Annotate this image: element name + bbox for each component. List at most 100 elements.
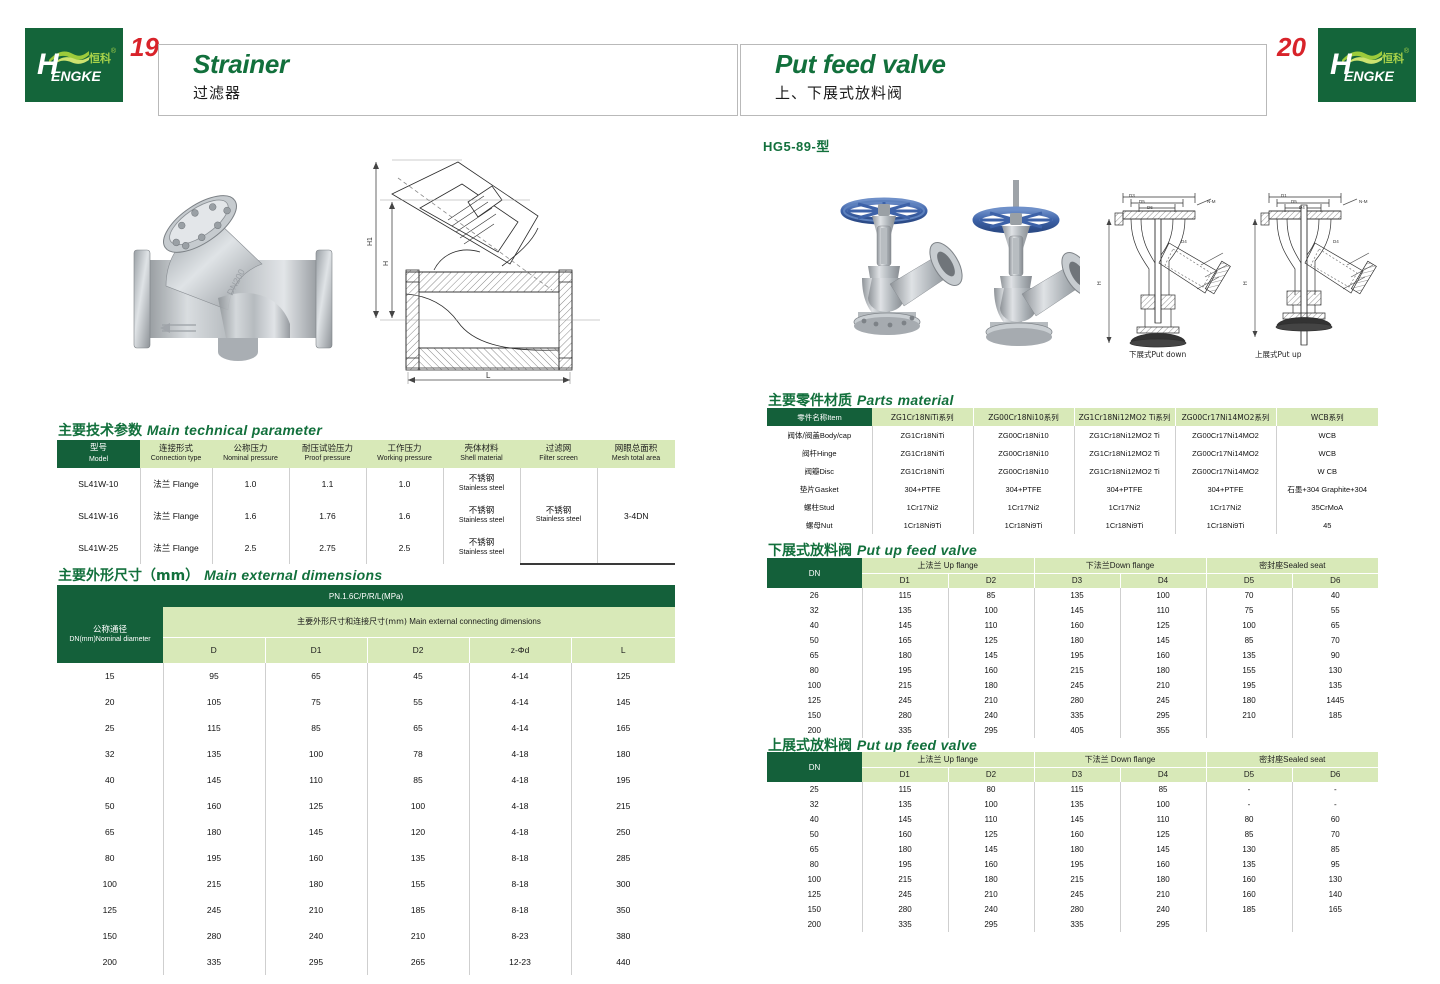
section-title-right-cn: 上、下展式放料阀 xyxy=(775,84,904,103)
th-series-5: WCB系列 xyxy=(1276,408,1378,426)
cell-dn: 80 xyxy=(767,857,863,872)
table-row: 125 245 210 280 245 180 1445 xyxy=(767,693,1379,708)
table-row: 80 195 160 135 8-18 285 xyxy=(57,845,676,871)
table-up-feed-valve: DN 上法兰 Up flange 下法兰 Down flange 密封座Seal… xyxy=(767,752,1379,932)
svg-text:D3: D3 xyxy=(1129,193,1135,198)
cell-model: SL41W-10 xyxy=(57,468,141,500)
cell-D5: - xyxy=(1206,797,1293,812)
cell-zd: 4-14 xyxy=(469,689,572,715)
cell-D2: 85 xyxy=(367,767,470,793)
cell-D3: 245 xyxy=(1034,887,1121,902)
cell-material-3: ZG1Cr18Ni12MO2 Ti xyxy=(1074,462,1176,480)
cell-filter-screen: 不锈钢 Stainless steel xyxy=(520,468,598,565)
th-group-sealed-seat: 密封座Sealed seat xyxy=(1206,558,1379,574)
heading-parts-material: 主要零件材质 Parts material xyxy=(768,390,954,410)
cell-D: 145 xyxy=(163,767,266,793)
cell-D3: 195 xyxy=(1034,857,1121,872)
cell-item: 螺母Nut xyxy=(767,516,873,534)
cell-D1: 145 xyxy=(862,812,949,827)
cell-material-4: ZG00Cr17Ni14MO2 xyxy=(1175,462,1277,480)
table-row: 50 160 125 100 4-18 215 xyxy=(57,793,676,819)
cell-D6: 1445 xyxy=(1292,693,1379,708)
cell-D4: 210 xyxy=(1120,887,1207,902)
table-row: SL41W-16 法兰 Flange 1.6 1.76 1.6 不锈钢 Stai… xyxy=(57,500,675,532)
cell-material-4: ZG00Cr17Ni14MO2 xyxy=(1175,426,1277,444)
th-dn: DN xyxy=(767,558,862,588)
th-nominal-pressure: 公称压力 Nominal pressure xyxy=(212,440,289,468)
table-group-header-row: DN 上法兰 Up flange 下法兰 Down flange 密封座Seal… xyxy=(767,752,1379,782)
heading-dfv-cn: 下展式放料阀 xyxy=(768,543,852,559)
svg-text:D1: D1 xyxy=(1281,193,1287,198)
cell-D2: 135 xyxy=(367,845,470,871)
cell-D2: 125 xyxy=(948,633,1035,648)
cell-zd: 8-18 xyxy=(469,897,572,923)
cell-dn: 40 xyxy=(767,812,863,827)
cell-mesh-total-area: 3-4DN xyxy=(597,468,675,565)
cell-D6: 90 xyxy=(1292,648,1379,663)
heading-main-technical-parameter: 主要技术参数 Main technical parameter xyxy=(58,420,322,440)
cell-material-1: ZG1Cr18NiTi xyxy=(872,444,974,462)
logo-letter-h: H xyxy=(1330,48,1352,81)
cell-D2: 295 xyxy=(948,723,1035,738)
th-L: L xyxy=(571,637,676,663)
th-item: 零件名称Item xyxy=(767,408,872,426)
swoosh-icon xyxy=(49,51,89,65)
th-group-down-flange: 下法兰 Down flange xyxy=(1034,752,1207,768)
drawing-caption-put-down: 下展式Put down xyxy=(1129,350,1187,359)
cell-D: 215 xyxy=(163,871,266,897)
svg-text:D4: D4 xyxy=(1299,205,1305,210)
table-row: 25 115 85 65 4-14 165 xyxy=(57,715,676,741)
cell-L: 250 xyxy=(571,819,676,845)
cell-D2: 240 xyxy=(948,902,1035,917)
logo-wordmark: ENGKE xyxy=(1344,68,1394,84)
cell-D2: 160 xyxy=(948,857,1035,872)
cell-D3: 180 xyxy=(1034,842,1121,857)
registered-trademark-icon: ® xyxy=(110,48,116,55)
cell-zd: 4-18 xyxy=(469,767,572,793)
section-title-right-en: Put feed valve xyxy=(775,49,946,79)
cell-material-2: ZG00Cr18Ni10 xyxy=(973,462,1075,480)
cell-proof: 1.76 xyxy=(289,500,367,532)
heading-pm-cn: 主要零件材质 xyxy=(768,393,852,409)
section-title-right: Put feed valve 上、下展式放料阀 xyxy=(740,44,1267,116)
table-row: 65 180 145 180 145 130 85 xyxy=(767,842,1379,857)
th-group-down-flange: 下法兰Down flange xyxy=(1034,558,1207,574)
cell-D6: 165 xyxy=(1292,902,1379,917)
cell-dn: 25 xyxy=(57,715,164,741)
th-shell-material: 壳体材料 Shell material xyxy=(443,440,520,468)
cell-D1: 125 xyxy=(265,793,368,819)
cell-item: 阀杆Hinge xyxy=(767,444,873,462)
cell-material-2: 304+PTFE xyxy=(973,480,1075,498)
cell-working: 2.5 xyxy=(366,532,444,564)
cell-item: 阀瓣Disc xyxy=(767,462,873,480)
table-row: 阀瓣Disc ZG1Cr18NiTi ZG00Cr18Ni10 ZG1Cr18Ni12… xyxy=(767,462,1378,480)
heading-med-cn: 主要外形尺寸（mm） xyxy=(58,568,200,584)
cell-D5: 70 xyxy=(1206,588,1293,603)
cell-D4: 160 xyxy=(1120,648,1207,663)
svg-text:H: H xyxy=(1243,281,1249,285)
cell-D2: 120 xyxy=(367,819,470,845)
cell-D1: 165 xyxy=(862,633,949,648)
heading-ufv-en: Put up feed valve xyxy=(856,737,978,753)
th-D2: D2 xyxy=(948,767,1035,782)
table-row: 200 335 295 265 12-23 440 xyxy=(57,949,676,975)
th-D1: D1 xyxy=(862,573,949,588)
cell-D5: 185 xyxy=(1206,902,1293,917)
cell-D1: 115 xyxy=(862,782,949,797)
section-title-left-en: Strainer xyxy=(193,49,289,79)
table-row: 100 215 180 155 8-18 300 xyxy=(57,871,676,897)
th-series-2: ZG00Cr18Ni10系列 xyxy=(973,408,1075,426)
cell-zd: 8-23 xyxy=(469,923,572,949)
th-group-sealed-seat: 密封座Sealed seat xyxy=(1206,752,1379,768)
cell-dn: 150 xyxy=(767,708,863,723)
cell-D1: 295 xyxy=(265,949,368,975)
cell-D6: 65 xyxy=(1292,618,1379,633)
th-connection-type: 连接形式 Connection type xyxy=(140,440,212,468)
cell-D3: 145 xyxy=(1034,603,1121,618)
cell-zd: 4-14 xyxy=(469,663,572,689)
cell-dn: 32 xyxy=(767,797,863,812)
cell-material-5: WCB xyxy=(1276,426,1378,444)
cell-D4: 100 xyxy=(1120,588,1207,603)
page-number-right: 20 xyxy=(1277,32,1306,62)
th-D6: D6 xyxy=(1292,573,1379,588)
